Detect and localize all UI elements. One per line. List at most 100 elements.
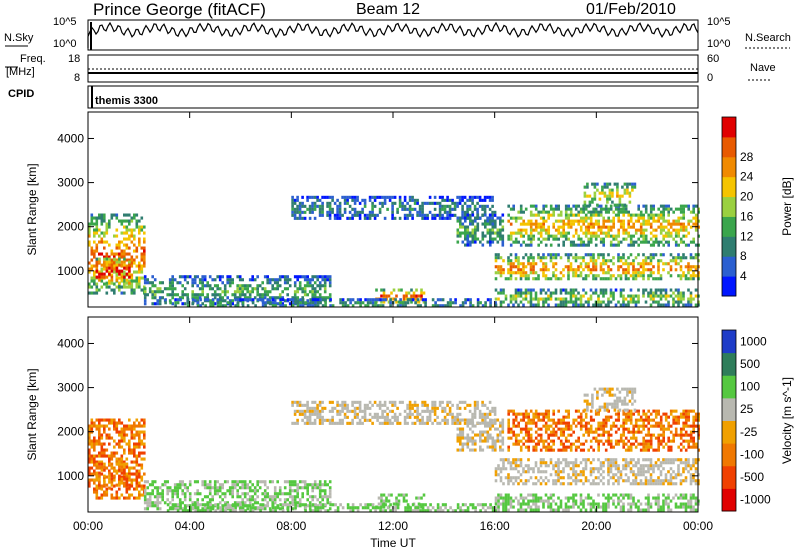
- heatmap-cell: [386, 418, 389, 422]
- heatmap-cell: [168, 281, 172, 285]
- heatmap-cell: [93, 240, 96, 244]
- heatmap-cell: [211, 495, 214, 499]
- heatmap-cell: [547, 231, 550, 235]
- heatmap-cell: [108, 469, 111, 473]
- heatmap-cell: [509, 427, 513, 431]
- heatmap-cell: [105, 493, 109, 497]
- heatmap-cell: [456, 228, 460, 232]
- heatmap-cell: [602, 424, 605, 428]
- heatmap-cell: [263, 483, 267, 487]
- heatmap-cell: [213, 290, 217, 294]
- heatmap-cell: [654, 237, 658, 241]
- heatmap-cell: [622, 418, 625, 422]
- heatmap-cell: [517, 464, 520, 468]
- heatmap-cell: [507, 271, 510, 275]
- heatmap-cell: [309, 298, 312, 302]
- heatmap-cell: [519, 262, 523, 266]
- heatmap-cell: [118, 243, 121, 247]
- heatmap-cell: [168, 489, 172, 493]
- heatmap-cell: [283, 492, 287, 496]
- heatmap-cell: [238, 486, 242, 490]
- heatmap-cell: [100, 275, 104, 279]
- heatmap-cell: [674, 473, 678, 477]
- heatmap-cell: [529, 476, 533, 480]
- heatmap-cell: [458, 421, 462, 425]
- heatmap-cell: [193, 281, 197, 285]
- heatmap-cell: [509, 294, 513, 298]
- heatmap-cell: [494, 470, 498, 474]
- heatmap-cell: [328, 296, 332, 300]
- heatmap-cell: [667, 231, 670, 235]
- heatmap-cell: [619, 259, 623, 263]
- heatmap-cell: [539, 216, 543, 220]
- heatmap-cell: [567, 476, 570, 480]
- heatmap-cell: [306, 409, 309, 413]
- heatmap-cell: [276, 492, 279, 496]
- heatmap-cell: [424, 304, 427, 308]
- heatmap-cell: [391, 195, 394, 199]
- heatmap-cell: [456, 195, 459, 199]
- heatmap-cell: [378, 195, 382, 199]
- heatmap-cell: [100, 442, 104, 446]
- heatmap-cell: [601, 188, 604, 192]
- heatmap-cell: [652, 204, 655, 208]
- heatmap-cell: [507, 482, 510, 486]
- heatmap-cell: [549, 234, 553, 238]
- heatmap-cell: [115, 469, 119, 473]
- heatmap-cell: [378, 403, 382, 407]
- heatmap-cell: [343, 406, 347, 410]
- heatmap-cell: [254, 304, 257, 308]
- heatmap-cell: [135, 481, 139, 485]
- heatmap-cell: [421, 213, 424, 217]
- heatmap-cell: [494, 256, 498, 260]
- heatmap-cell: [554, 303, 558, 307]
- heatmap-cell: [441, 195, 444, 199]
- heatmap-cell: [478, 198, 482, 202]
- heatmap-cell: [544, 297, 548, 301]
- heatmap-cell: [415, 294, 418, 298]
- heatmap-cell: [589, 268, 593, 272]
- heatmap-cell: [597, 225, 600, 229]
- heatmap-cell: [120, 436, 124, 440]
- heatmap-cell: [614, 237, 618, 241]
- heatmap-cell: [100, 240, 104, 244]
- heatmap-cell: [128, 237, 131, 241]
- heatmap-cell: [577, 219, 580, 223]
- heatmap-cell: [140, 216, 144, 220]
- heatmap-cell: [491, 213, 494, 217]
- heatmap-cell: [621, 203, 624, 207]
- heatmap-cell: [559, 288, 563, 292]
- heatmap-cell: [402, 294, 406, 298]
- heatmap-cell: [574, 464, 578, 468]
- heatmap-cell: [198, 296, 202, 300]
- heatmap-cell: [692, 271, 695, 275]
- heatmap-cell: [231, 299, 234, 303]
- heatmap-cell: [629, 461, 633, 465]
- heatmap-cell: [679, 268, 683, 272]
- heatmap-cell: [499, 268, 503, 272]
- heatmap-cell: [226, 480, 229, 484]
- heatmap-cell: [564, 291, 568, 295]
- heatmap-cell: [629, 213, 633, 217]
- heatmap-cell: [281, 275, 284, 279]
- heatmap-cell: [544, 237, 548, 241]
- heatmap-cell: [589, 424, 593, 428]
- heatmap-cell: [273, 281, 277, 285]
- heatmap-cell: [562, 458, 565, 462]
- heatmap-cell: [679, 482, 683, 486]
- heatmap-cell: [491, 216, 494, 220]
- heatmap-cell: [133, 261, 136, 265]
- heatmap-cell: [584, 204, 588, 208]
- heatmap-cell: [361, 421, 364, 425]
- heatmap-cell: [618, 194, 622, 198]
- heatmap-cell: [453, 204, 457, 208]
- heatmap-cell: [306, 281, 309, 285]
- heatmap-cell: [614, 277, 618, 281]
- heatmap-cell: [549, 294, 553, 298]
- heatmap-cell: [380, 499, 383, 503]
- heatmap-cell: [602, 464, 605, 468]
- heatmap-cell: [308, 421, 312, 425]
- heatmap-cell: [694, 274, 698, 278]
- heatmap-cell: [316, 278, 319, 282]
- heatmap-cell: [514, 271, 518, 275]
